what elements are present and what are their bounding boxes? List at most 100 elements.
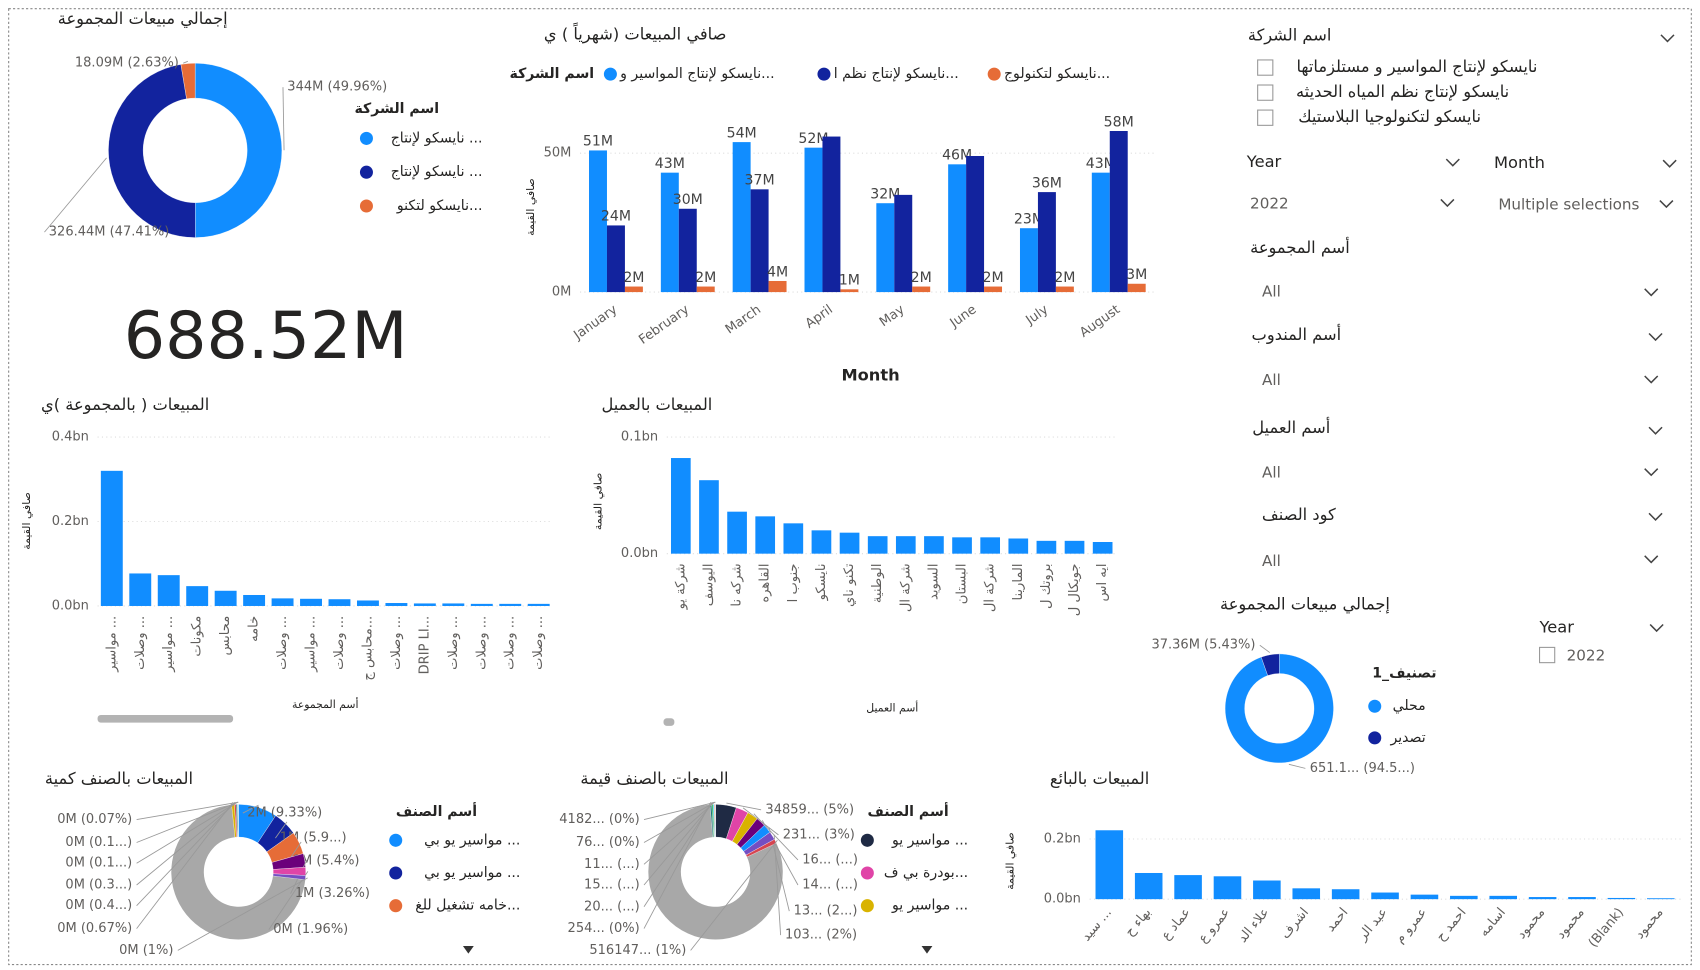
leader-line bbox=[136, 801, 236, 906]
legend-title: تصنيف_1 bbox=[1372, 666, 1436, 682]
data-label: 11... (...) bbox=[584, 857, 640, 872]
x-tick-label: اسامه bbox=[1477, 905, 1509, 940]
x-tick-label: خامه bbox=[247, 616, 262, 642]
x-tick-label: اشرف bbox=[1278, 905, 1312, 942]
slicer-item[interactable]: نايسكو لإنتاج نظم المياه الحديثه bbox=[1296, 82, 1509, 102]
bar bbox=[840, 289, 859, 293]
y-tick-label: 0.0bn bbox=[621, 546, 658, 561]
data-label: 54M bbox=[727, 125, 757, 141]
legend-label: نايسكو لإنتاج المواسير و... bbox=[619, 66, 774, 82]
legend-scroll[interactable] bbox=[921, 946, 933, 954]
x-tick-label: القاهره bbox=[758, 563, 773, 602]
leader-line bbox=[136, 801, 239, 843]
bar bbox=[948, 164, 967, 293]
bar bbox=[442, 603, 465, 606]
bar bbox=[660, 172, 679, 293]
chevron[interactable] bbox=[1445, 158, 1460, 167]
y-axis-title: صافي القيمة bbox=[591, 473, 604, 531]
y-tick-label: 0.0bn bbox=[52, 598, 89, 613]
slicer-item[interactable]: نايسكو لإنتاج المواسير و مستلزماتها bbox=[1296, 57, 1537, 77]
bar bbox=[876, 203, 895, 293]
bar bbox=[100, 470, 123, 606]
data-label: 20... (...) bbox=[584, 899, 640, 914]
y-tick-label: 50M bbox=[544, 146, 572, 161]
slicer-item[interactable]: نايسكو لتكنولوجيا البلاستيك bbox=[1298, 107, 1481, 127]
legend-marker bbox=[1368, 731, 1382, 745]
data-label: 23M bbox=[1014, 211, 1044, 227]
slicer-value[interactable]: All bbox=[1262, 463, 1281, 481]
leader-line bbox=[690, 839, 778, 951]
y-axis-title: صافي القيمة bbox=[524, 178, 537, 236]
data-label: 0M (0.4...) bbox=[65, 898, 132, 913]
slicer-value[interactable]: All bbox=[1262, 552, 1281, 570]
legend-marker bbox=[359, 199, 373, 213]
data-label: 51M bbox=[583, 134, 613, 150]
chevron[interactable] bbox=[1644, 375, 1659, 384]
checkbox[interactable] bbox=[1257, 59, 1274, 76]
leader-line bbox=[1259, 644, 1271, 653]
bar bbox=[822, 136, 841, 293]
legend-marker bbox=[817, 67, 831, 81]
leader-line bbox=[643, 801, 714, 886]
scrollbar[interactable] bbox=[663, 718, 675, 726]
leader-line bbox=[136, 802, 234, 929]
bar bbox=[727, 511, 747, 554]
x-tick-label: عمرو ع bbox=[1196, 905, 1234, 946]
bar bbox=[356, 600, 379, 606]
data-label: 3M bbox=[1126, 267, 1147, 283]
slicer-value[interactable]: Multiple selections bbox=[1498, 195, 1639, 213]
leader-line bbox=[242, 804, 259, 814]
x-tick-label: عمرو م bbox=[1392, 905, 1430, 946]
chevron[interactable] bbox=[1649, 623, 1664, 633]
bar bbox=[214, 590, 237, 606]
donut-slice bbox=[180, 63, 196, 99]
legend-marker bbox=[860, 833, 874, 847]
legend-scroll[interactable] bbox=[462, 946, 474, 954]
x-tick-label: وصلات ... bbox=[474, 616, 489, 670]
x-tick-label: وصلات ... bbox=[389, 616, 404, 670]
chevron[interactable] bbox=[1644, 555, 1659, 564]
slicer-group: أسم المجموعة All bbox=[1250, 237, 1659, 301]
chevron[interactable] bbox=[1648, 426, 1663, 435]
legend-label: نايسكو لتكنولوج... bbox=[1004, 66, 1110, 82]
x-tick-label: عبد الر bbox=[1355, 905, 1391, 944]
bar bbox=[1568, 897, 1596, 900]
checkbox[interactable] bbox=[1538, 646, 1556, 664]
slicer-value[interactable]: 2022 bbox=[1250, 194, 1289, 212]
bar bbox=[1037, 192, 1056, 293]
slicer-value[interactable]: All bbox=[1262, 371, 1281, 389]
chevron[interactable] bbox=[1659, 199, 1674, 209]
legend-title: أسم الصنف bbox=[867, 802, 948, 820]
legend-marker bbox=[603, 67, 617, 81]
chevron[interactable] bbox=[1644, 468, 1659, 477]
bar bbox=[129, 573, 152, 606]
bar bbox=[678, 208, 697, 293]
bar bbox=[755, 516, 776, 554]
checkbox[interactable] bbox=[1257, 84, 1274, 101]
scrollbar[interactable] bbox=[97, 714, 234, 723]
slicer-year: Year 2022 bbox=[1246, 152, 1460, 212]
x-tick-label: محمود bbox=[1632, 905, 1666, 942]
donut-slice bbox=[108, 64, 196, 238]
slicer-value[interactable]: All bbox=[1262, 283, 1281, 301]
donut-slice bbox=[272, 873, 306, 880]
x-tick-label: ايه اس bbox=[1095, 563, 1110, 601]
chevron[interactable] bbox=[1660, 34, 1675, 43]
data-label: 32M bbox=[870, 186, 900, 202]
chevron[interactable] bbox=[1648, 512, 1663, 521]
data-label: 103... (2%) bbox=[785, 928, 857, 943]
chevron[interactable] bbox=[1644, 288, 1659, 297]
data-label: 651.1... (94.5...) bbox=[1310, 761, 1415, 776]
checkbox[interactable] bbox=[1257, 109, 1274, 126]
data-label: 37.36M (5.43%) bbox=[1151, 638, 1255, 653]
page-border bbox=[8, 8, 1692, 966]
data-label: 58M bbox=[1104, 114, 1134, 130]
slicer-year-2: Year 2022 bbox=[1538, 617, 1664, 665]
chevron[interactable] bbox=[1440, 198, 1455, 208]
slicer-item[interactable]: 2022 bbox=[1567, 647, 1606, 665]
data-label: 254... (0%) bbox=[568, 921, 640, 936]
data-label: 30M bbox=[673, 192, 703, 208]
chevron[interactable] bbox=[1662, 159, 1677, 168]
chevron[interactable] bbox=[1648, 332, 1663, 342]
